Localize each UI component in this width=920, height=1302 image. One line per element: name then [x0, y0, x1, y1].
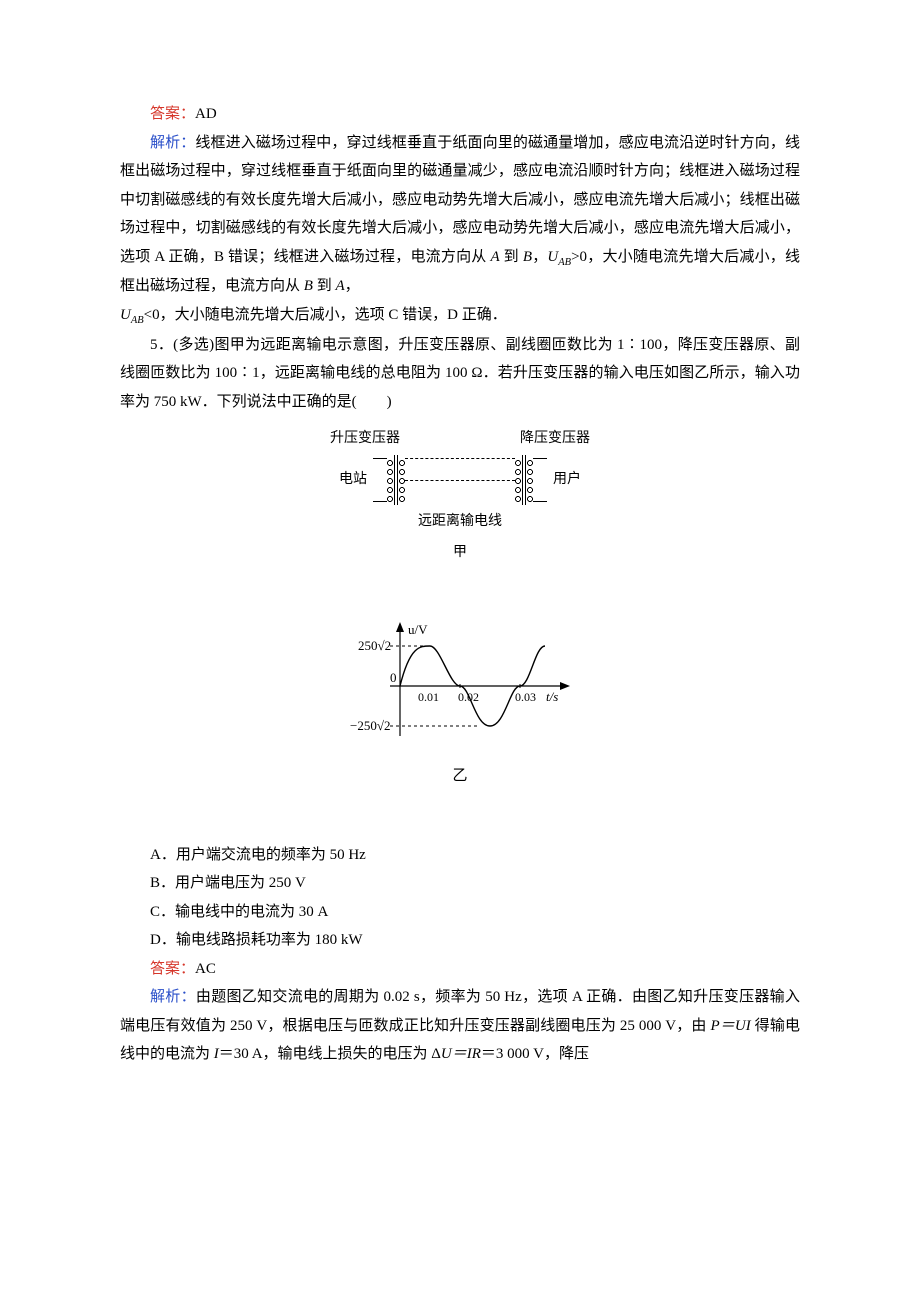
eq-u: U＝IR: [441, 1046, 481, 1062]
txt: ，: [532, 249, 547, 265]
diagram-jia: 升压变压器 降压变压器 电站 用户 远距离输电线 甲: [290, 426, 630, 566]
caption-jia: 甲: [290, 540, 630, 567]
caption-yi: 乙: [310, 762, 610, 791]
top-labels: 升压变压器 降压变压器: [330, 426, 590, 453]
page: 答案：AD 解析：线框进入磁场过程中，穿过线框垂直于纸面向里的磁通量增加，感应电…: [0, 0, 920, 1302]
var-A: A: [491, 249, 500, 265]
y-axis-label: u/V: [408, 622, 428, 637]
label-step-up: 升压变压器: [330, 426, 400, 453]
line-label: 远距离输电线: [290, 509, 630, 536]
core-icon: [394, 455, 398, 505]
txt: ，: [345, 278, 360, 294]
label-step-down: 降压变压器: [520, 426, 590, 453]
x-tick-2: 0.02: [458, 690, 479, 704]
option-c: C．输电线中的电流为 30 A: [120, 898, 800, 927]
option-a: A．用户端交流电的频率为 50 Hz: [120, 841, 800, 870]
analysis-label: 解析：: [150, 135, 195, 151]
core-icon: [522, 455, 526, 505]
answer-1: 答案：AD: [120, 100, 800, 129]
diagram-row: 电站 用户: [290, 455, 630, 505]
zero-label: 0: [390, 670, 397, 685]
a2-p3: ＝3 000 V，降压: [481, 1046, 589, 1062]
options-block: A．用户端交流电的频率为 50 Hz B．用户端电压为 250 V C．输电线中…: [120, 841, 800, 955]
var-A2: A: [335, 278, 344, 294]
option-b: B．用户端电压为 250 V: [120, 869, 800, 898]
var-U: U: [547, 249, 558, 265]
station-label: 电站: [333, 467, 373, 494]
right-transformer: [515, 455, 547, 505]
answer-value: AD: [195, 106, 217, 122]
y-min-label: −250√2: [350, 718, 390, 733]
diagram-yi: u/V 250√2 0 −250√2 0.01 0.02 0.03 t/s 乙: [310, 616, 610, 791]
option-d: D．输电线路损耗功率为 180 kW: [120, 926, 800, 955]
var-U2: U: [120, 307, 131, 323]
var-sub2: AB: [131, 315, 144, 326]
answer-2: 答案：AC: [120, 955, 800, 984]
transmission-line: [405, 458, 515, 502]
dash-line: [405, 458, 515, 480]
eq-p: P＝UI: [710, 1018, 750, 1034]
y-max-label: 250√2: [358, 638, 391, 653]
user-label: 用户: [547, 467, 587, 494]
answer-label: 答案：: [150, 961, 195, 977]
analysis-label: 解析：: [150, 989, 196, 1005]
txt: 到: [500, 249, 523, 265]
coil-icon: [387, 458, 393, 502]
coil-icon: [527, 458, 533, 502]
analysis-text-1: 线框进入磁场过程中，穿过线框垂直于纸面向里的磁通量增加，感应电流沿逆时针方向，线…: [120, 135, 800, 265]
question-5: 5．(多选)图甲为远距离输电示意图，升压变压器原、副线圈匝数比为 1∶100，降…: [120, 331, 800, 417]
var-B2: B: [304, 278, 313, 294]
analysis-2: 解析：由题图乙知交流电的周期为 0.02 s，频率为 50 Hz，选项 A 正确…: [120, 983, 800, 1069]
answer-label: 答案：: [150, 106, 195, 122]
x-tick-1: 0.01: [418, 690, 439, 704]
x-tick-3: 0.03: [515, 690, 536, 704]
analysis-1: 解析：线框进入磁场过程中，穿过线框垂直于纸面向里的磁通量增加，感应电流沿逆时针方…: [120, 129, 800, 331]
sine-wave-chart: u/V 250√2 0 −250√2 0.01 0.02 0.03 t/s: [330, 616, 590, 756]
a2-p1: 由题图乙知交流电的周期为 0.02 s，频率为 50 Hz，选项 A 正确．由图…: [120, 989, 800, 1034]
var-sub: AB: [558, 257, 571, 268]
q5-text: 5．(多选)图甲为远距离输电示意图，升压变压器原、副线圈匝数比为 1∶100，降…: [120, 337, 800, 410]
coil-icon: [515, 458, 521, 502]
a2-p2b: ＝30 A，输电线上损失的电压为 Δ: [219, 1046, 441, 1062]
left-transformer: [373, 455, 405, 505]
coil-icon: [399, 458, 405, 502]
var-B: B: [523, 249, 532, 265]
analysis-text-3: <0，大小随电流先增大后减小，选项 C 错误，D 正确．: [144, 307, 507, 323]
dash-line: [405, 480, 515, 502]
txt: 到: [313, 278, 336, 294]
answer-value: AC: [195, 961, 216, 977]
x-axis-label: t/s: [546, 689, 558, 704]
